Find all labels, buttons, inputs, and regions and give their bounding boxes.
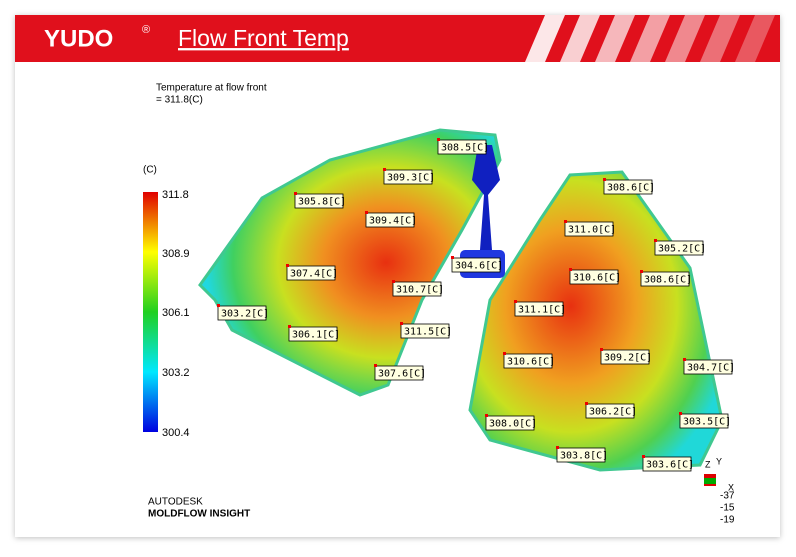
probe-point: [640, 270, 643, 273]
probe-box: [383, 169, 433, 185]
probe-box: [564, 221, 614, 237]
probe-label: 310.6[C]: [507, 357, 555, 368]
brand: YUDO: [44, 25, 113, 52]
probe-label: 306.2[C]: [589, 407, 637, 418]
probe-label: 309.2[C]: [604, 353, 652, 364]
probe-point: [503, 352, 506, 355]
probe-point: [556, 446, 559, 449]
probe-box: [392, 281, 442, 297]
probe-box: [556, 447, 606, 463]
part-left: [198, 128, 502, 397]
triad-axis: X: [728, 482, 734, 492]
probe-box: [603, 179, 653, 195]
probe-point: [585, 402, 588, 405]
legend-label: 308.9: [162, 248, 190, 260]
probe-label: 308.6[C]: [644, 275, 692, 286]
triad-coord: -19: [720, 515, 735, 526]
probe-label: 303.5[C]: [683, 417, 731, 428]
probe-label: 307.6[C]: [378, 369, 426, 380]
probe-label: 310.6[C]: [573, 273, 621, 284]
probe-label: 309.4[C]: [369, 216, 417, 227]
probe-label: 304.6[C]: [455, 261, 503, 272]
probe-point: [294, 192, 297, 195]
probe-label: 311.5[C]: [404, 327, 452, 338]
probe-box: [294, 193, 344, 209]
triad: Z Y X -37 -15 -19: [704, 456, 735, 526]
triad-coord: -15: [720, 503, 735, 514]
triad-axis: Y: [716, 456, 722, 466]
probe-box: [683, 359, 733, 375]
probe-box: [437, 139, 487, 155]
probe-box: [451, 257, 501, 273]
probe-point: [365, 211, 368, 214]
probe-point: [654, 239, 657, 242]
probe-label: 306.1[C]: [292, 330, 340, 341]
probe-box: [569, 269, 619, 285]
probe-box: [514, 301, 564, 317]
probe-box: [485, 415, 535, 431]
probe-point: [569, 268, 572, 271]
probe-box: [679, 413, 729, 429]
probe-label: 307.4[C]: [290, 269, 338, 280]
legend-unit: (C): [143, 165, 157, 176]
probe-label: 308.6[C]: [607, 183, 655, 194]
probe-point: [374, 364, 377, 367]
brand-mark: ®: [142, 24, 150, 36]
title: Flow Front Temp: [178, 25, 349, 51]
probe-point: [642, 455, 645, 458]
probe-label: 305.8[C]: [298, 197, 346, 208]
probe-point: [217, 304, 220, 307]
probe-label: 310.7[C]: [396, 285, 444, 296]
probe-point: [288, 325, 291, 328]
probe-box: [642, 456, 692, 472]
probe-label: 303.2[C]: [221, 309, 269, 320]
legend-label: 303.2: [162, 367, 190, 379]
legend-label: 300.4: [162, 427, 190, 439]
result-value: = 311.8(C): [156, 95, 203, 106]
probe-box: [400, 323, 450, 339]
probe-point: [485, 414, 488, 417]
probe-point: [679, 412, 682, 415]
probe-box: [600, 349, 650, 365]
probe-label: 303.8[C]: [560, 451, 608, 462]
probe-label: 308.0[C]: [489, 419, 537, 430]
legend-label: 311.8: [162, 189, 189, 201]
probe-label: 303.6[C]: [646, 460, 694, 471]
header-stripes: [525, 15, 775, 62]
probe-label: 308.5[C]: [441, 143, 489, 154]
probe-box: [585, 403, 635, 419]
probe-point: [564, 220, 567, 223]
probe-point: [683, 358, 686, 361]
probe-label: 305.2[C]: [658, 244, 706, 255]
probe-box: [503, 353, 553, 369]
probe-label: 309.3[C]: [387, 173, 435, 184]
probe-box: [286, 265, 336, 281]
probe-box: [640, 271, 690, 287]
probe-point: [392, 280, 395, 283]
probe-point: [603, 178, 606, 181]
probe-point: [400, 322, 403, 325]
probe-point: [514, 300, 517, 303]
probe-point: [383, 168, 386, 171]
triad-axis: Z: [705, 459, 711, 469]
footer-vendor: AUTODESK: [148, 497, 203, 508]
probe-point: [451, 256, 454, 259]
probe-point: [437, 138, 440, 141]
probe-box: [374, 365, 424, 381]
legend-label: 306.1: [162, 307, 190, 319]
probe-point: [286, 264, 289, 267]
probe-box: [217, 305, 267, 321]
probe-box: [654, 240, 704, 256]
probe-box: [288, 326, 338, 342]
footer-product: MOLDFLOW INSIGHT: [148, 509, 250, 520]
probe-label: 304.7[C]: [687, 363, 735, 374]
probe-box: [365, 212, 415, 228]
probe-point: [600, 348, 603, 351]
result-name: Temperature at flow front: [156, 83, 267, 94]
probe-label: 311.1[C]: [518, 305, 566, 316]
probe-label: 311.0[C]: [568, 225, 616, 236]
triad-coord: -37: [720, 491, 735, 502]
color-scale: [143, 192, 158, 432]
